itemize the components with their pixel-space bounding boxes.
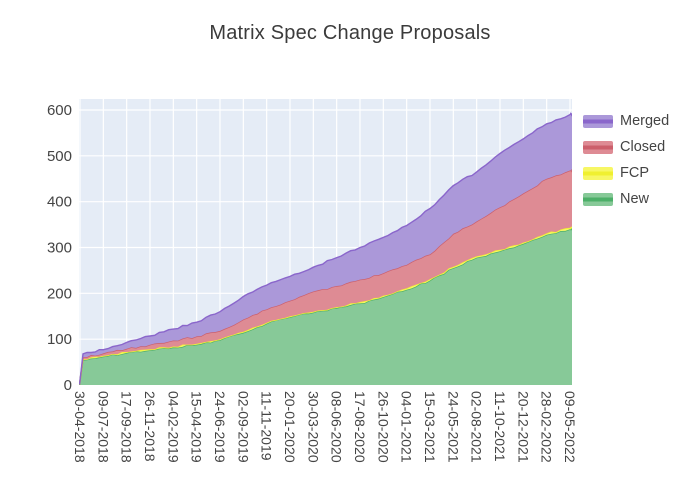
x-tick-label: 09-05-2022 <box>562 391 578 463</box>
y-tick-label: 100 <box>47 331 72 348</box>
x-tick-label: 17-08-2020 <box>352 391 368 463</box>
area-new <box>79 228 572 385</box>
x-tick-label: 24-06-2019 <box>212 391 228 463</box>
x-tick-label: 04-02-2019 <box>165 391 181 463</box>
legend-label-fcp: FCP <box>620 165 649 181</box>
x-tick-label: 24-05-2021 <box>445 391 461 463</box>
x-tick-label: 11-10-2021 <box>492 391 508 462</box>
legend-swatch-fcp <box>583 166 613 180</box>
x-tick-label: 09-07-2018 <box>95 391 111 463</box>
x-tick-label: 02-08-2021 <box>469 391 485 463</box>
legend-item-merged[interactable]: Merged <box>583 108 669 134</box>
x-tick-label: 26-11-2018 <box>142 391 158 462</box>
y-tick-label: 300 <box>47 240 72 257</box>
y-tick-label: 200 <box>47 285 72 302</box>
y-tick-label: 400 <box>47 194 72 211</box>
x-tick-label: 30-04-2018 <box>72 391 88 463</box>
x-tick-label: 20-12-2021 <box>515 391 531 463</box>
legend-swatch-new <box>583 192 613 206</box>
x-tick-label: 02-09-2019 <box>235 391 251 463</box>
legend-label-merged: Merged <box>620 113 670 129</box>
x-tick-label: 08-06-2020 <box>329 391 345 463</box>
x-tick-label: 04-01-2021 <box>399 391 415 463</box>
legend-swatch-closed <box>583 140 613 154</box>
x-tick-label: 20-01-2020 <box>282 391 298 463</box>
legend-swatch-merged <box>583 114 613 128</box>
y-tick-label: 600 <box>47 102 72 119</box>
y-tick-label: 500 <box>47 148 72 165</box>
legend-item-new[interactable]: New <box>583 186 669 212</box>
chart-title: Matrix Spec Change Proposals <box>209 22 491 44</box>
x-tick-label: 11-11-2019 <box>259 391 275 461</box>
legend-item-fcp[interactable]: FCP <box>583 160 669 186</box>
x-tick-label: 17-09-2018 <box>119 391 135 463</box>
x-tick-label: 26-10-2020 <box>375 391 391 463</box>
legend-label-new: New <box>620 191 650 207</box>
area-merged <box>79 113 572 385</box>
x-tick-label: 15-03-2021 <box>422 391 438 463</box>
x-tick-label: 15-04-2019 <box>189 391 205 463</box>
x-tick-label: 28-02-2022 <box>539 391 555 463</box>
legend-item-closed[interactable]: Closed <box>583 134 669 160</box>
legend: Merged Closed FCP New <box>583 108 669 212</box>
line-merged <box>79 112 572 385</box>
legend-label-closed: Closed <box>620 139 666 155</box>
x-tick-label: 30-03-2020 <box>305 391 321 463</box>
y-tick-label: 0 <box>64 377 72 394</box>
